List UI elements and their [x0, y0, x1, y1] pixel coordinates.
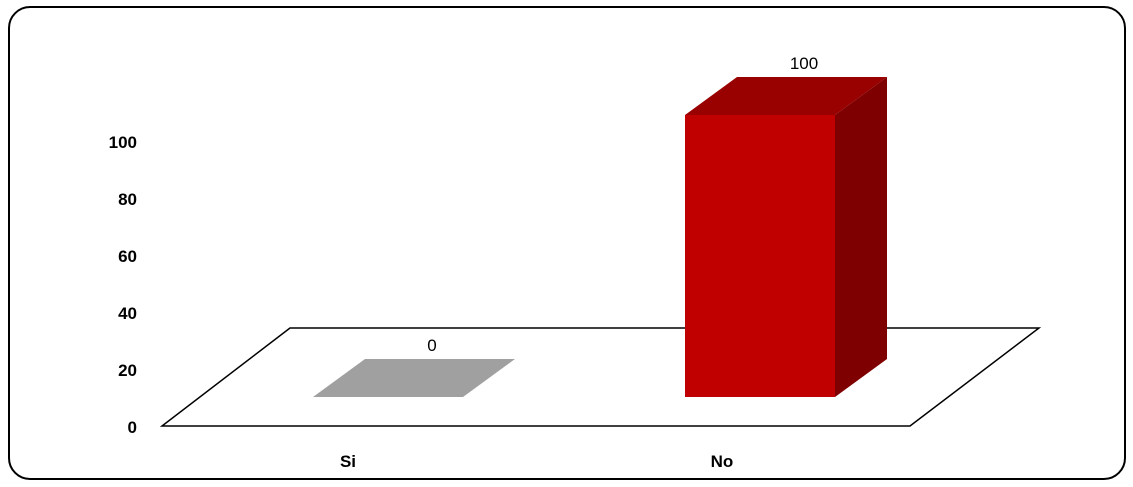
y-tick-label: 40	[118, 304, 137, 323]
data-label: 100	[790, 54, 818, 73]
x-category-label: Si	[340, 452, 356, 471]
y-axis: 0 20 40 60 80 100	[109, 133, 137, 437]
y-tick-label: 60	[118, 247, 137, 266]
x-category-label: No	[711, 452, 734, 471]
chart-floor-plane	[159, 327, 1042, 427]
y-tick-label: 0	[128, 418, 137, 437]
bar-no	[685, 115, 835, 397]
data-label: 0	[427, 336, 436, 355]
bar-side-no	[835, 77, 887, 397]
bar-top-no	[685, 77, 887, 115]
y-tick-label: 100	[109, 133, 137, 152]
y-tick-label: 80	[118, 190, 137, 209]
bar-si	[313, 359, 515, 397]
chart-floor	[159, 327, 1042, 427]
bars	[313, 77, 887, 397]
y-tick-label: 20	[118, 361, 137, 380]
labels: 0 Si 100 No	[340, 54, 818, 471]
